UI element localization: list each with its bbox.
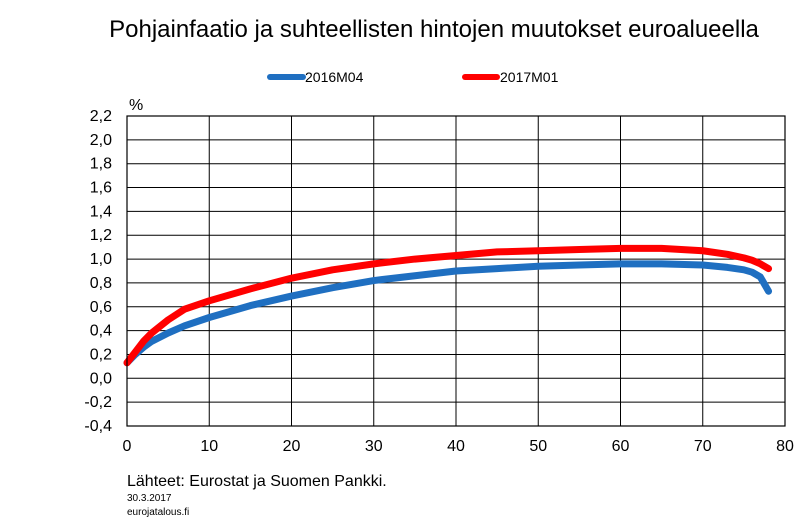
legend-label-2016m04: 2016M04 [305, 69, 364, 85]
y-axis-unit-label: % [129, 97, 143, 114]
y-tick-label: -0,2 [84, 394, 112, 411]
x-tick-label: 40 [447, 438, 465, 455]
y-tick-label: -0,4 [84, 418, 112, 435]
series-line-2016m04 [123, 260, 773, 367]
chart-title: Pohjainfaatio ja suhteellisten hintojen … [109, 16, 759, 43]
x-tick-label: 50 [529, 438, 547, 455]
source-note: Lähteet: Eurostat ja Suomen Pankki. [127, 473, 387, 490]
legend: 2016M04 2017M01 [267, 69, 559, 85]
y-tick-label: 1,2 [90, 227, 112, 244]
y-tick-label: 0,2 [90, 346, 112, 363]
y-tick-label: 0,8 [90, 275, 112, 292]
y-tick-label: 1,0 [90, 251, 112, 268]
series-line-2017m01 [123, 244, 773, 367]
y-tick-label: 0,6 [90, 299, 112, 316]
grid [127, 115, 785, 427]
legend-label-2017m01: 2017M01 [500, 69, 559, 85]
plot-frame [126, 115, 786, 427]
y-tick-label: 2,0 [90, 132, 112, 149]
site-note: eurojatalous.fi [127, 507, 189, 518]
x-tick-label: 20 [283, 438, 301, 455]
y-tick-label: 1,6 [90, 180, 112, 197]
y-tick-label: 0,0 [90, 370, 112, 387]
axis-labels: -0,4 -0,2 0,0 0,2 0,4 0,6 0,8 1,0 1,2 1,4 1,6 1,8 2,… [84, 108, 794, 455]
x-tick-label: 30 [365, 438, 383, 455]
x-tick-label: 70 [694, 438, 712, 455]
series-layer [123, 244, 773, 367]
x-tick-label: 10 [200, 438, 218, 455]
y-tick-label: 0,4 [90, 323, 112, 340]
x-tick-label: 0 [123, 438, 132, 455]
x-tick-label: 60 [612, 438, 630, 455]
y-tick-label: 1,4 [90, 203, 112, 220]
date-note: 30.3.2017 [127, 493, 172, 504]
y-tick-label: 1,8 [90, 156, 112, 173]
y-tick-label: 2,2 [90, 108, 112, 125]
x-tick-label: 80 [776, 438, 794, 455]
